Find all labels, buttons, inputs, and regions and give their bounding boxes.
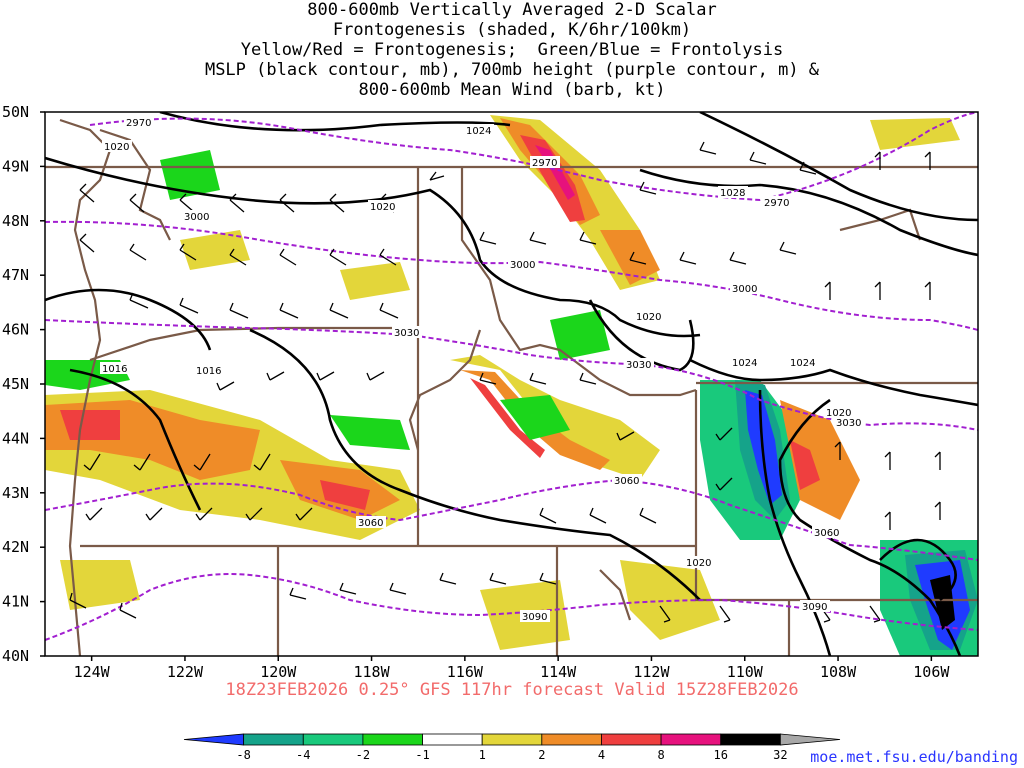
lat-tick-label: 41N bbox=[2, 593, 29, 611]
colorbar-swatch bbox=[660, 733, 722, 746]
height-label: 3060 bbox=[814, 528, 839, 539]
lat-tick-label: 46N bbox=[2, 321, 29, 339]
height-label: 3030 bbox=[394, 328, 419, 339]
height-label: 3030 bbox=[836, 418, 861, 429]
title-line-2: Frontogenesis (shaded, K/6hr/100km) bbox=[332, 20, 692, 40]
colorbar-label: 16 bbox=[714, 748, 728, 762]
lon-tick-label: 106W bbox=[913, 663, 950, 681]
colorbar-label: 4 bbox=[598, 748, 605, 762]
mslp-label: 1020 bbox=[370, 202, 395, 213]
lat-tick-label: 49N bbox=[2, 157, 29, 175]
lon-tick-label: 120W bbox=[260, 663, 297, 681]
title-line-3: Yellow/Red = Frontogenesis; Green/Blue =… bbox=[240, 40, 784, 60]
lon-tick-label: 110W bbox=[727, 663, 764, 681]
colorbar-swatch bbox=[541, 733, 602, 746]
lon-tick-label: 124W bbox=[74, 663, 111, 681]
colorbar-swatch bbox=[302, 733, 364, 746]
lon-tick-label: 108W bbox=[820, 663, 857, 681]
title-line-1: 800-600mb Vertically Averaged 2-D Scalar bbox=[307, 0, 717, 20]
colorbar-label: -4 bbox=[296, 748, 310, 762]
mslp-contours bbox=[45, 112, 978, 656]
mslp-label: 1016 bbox=[196, 366, 221, 377]
mslp-label: 1020 bbox=[636, 312, 661, 323]
title-line-5: 800-600mb Mean Wind (barb, kt) bbox=[358, 80, 666, 100]
lat-tick-label: 50N bbox=[2, 103, 29, 121]
lon-tick-label: 114W bbox=[540, 663, 577, 681]
wind-barbs bbox=[69, 141, 941, 623]
colorbar-swatch bbox=[183, 733, 245, 746]
height-label: 2970 bbox=[126, 118, 151, 129]
height-label: 3090 bbox=[802, 602, 827, 613]
mslp-label: 1020 bbox=[826, 408, 851, 419]
height-label: 2970 bbox=[532, 158, 557, 169]
height-label: 3000 bbox=[510, 260, 535, 271]
lat-tick-label: 42N bbox=[2, 538, 29, 556]
lat-tick-label: 43N bbox=[2, 484, 29, 502]
colorbar-swatch bbox=[779, 733, 841, 746]
colorbar-swatch bbox=[481, 733, 543, 746]
colorbar: -8 -4 -2 -1 1 2 4 8 16 32 bbox=[183, 733, 841, 762]
mslp-label: 1024 bbox=[732, 358, 757, 369]
colorbar-swatch bbox=[243, 733, 304, 746]
credit-link[interactable]: moe.met.fsu.edu/banding bbox=[810, 748, 1018, 766]
frontogenesis-shading bbox=[45, 115, 978, 656]
lon-tick-label: 122W bbox=[167, 663, 204, 681]
colorbar-label: 32 bbox=[773, 748, 787, 762]
lat-tick-label: 45N bbox=[2, 375, 29, 393]
lat-tick-label: 47N bbox=[2, 266, 29, 284]
title-block: 800-600mb Vertically Averaged 2-D Scalar… bbox=[0, 0, 1024, 100]
lon-tick-label: 116W bbox=[447, 663, 484, 681]
mslp-label: 1020 bbox=[686, 558, 711, 569]
colorbar-label: -8 bbox=[236, 748, 250, 762]
valid-time-text: 18Z23FEB2026 0.25° GFS 117hr forecast Va… bbox=[225, 680, 799, 700]
title-line-4: MSLP (black contour, mb), 700mb height (… bbox=[204, 60, 820, 80]
height-label: 3030 bbox=[626, 360, 651, 371]
colorbar-label: -2 bbox=[356, 748, 370, 762]
colorbar-label: 8 bbox=[657, 748, 664, 762]
lat-tick-label: 44N bbox=[2, 429, 29, 447]
mslp-label: 1020 bbox=[104, 142, 129, 153]
contour-labels: 1024 1020 1020 1016 1016 1028 1020 1024 … bbox=[100, 116, 864, 623]
plot-area: 1024 1020 1020 1016 1016 1028 1020 1024 … bbox=[45, 112, 978, 656]
mslp-label: 1024 bbox=[790, 358, 815, 369]
height-label: 3060 bbox=[614, 476, 639, 487]
lat-axis: 40N 41N 42N 43N 44N 45N 46N 47N 48N 49N 50N bbox=[2, 103, 45, 665]
colorbar-swatch bbox=[422, 733, 483, 746]
height-label: 3060 bbox=[358, 518, 383, 529]
lon-tick-label: 118W bbox=[353, 663, 390, 681]
colorbar-label: -1 bbox=[415, 748, 429, 762]
height-label: 3000 bbox=[732, 284, 757, 295]
mslp-label: 1028 bbox=[720, 188, 745, 199]
height-label: 2970 bbox=[764, 198, 789, 209]
lat-tick-label: 48N bbox=[2, 212, 29, 230]
colorbar-swatch bbox=[362, 733, 423, 746]
colorbar-swatch bbox=[720, 733, 781, 746]
height-label: 3000 bbox=[184, 212, 209, 223]
political-borders bbox=[45, 118, 978, 656]
lat-tick-label: 40N bbox=[2, 647, 29, 665]
colorbar-label: 1 bbox=[479, 748, 486, 762]
colorbar-swatch bbox=[601, 733, 662, 746]
mslp-label: 1016 bbox=[102, 364, 127, 375]
colorbar-label: 2 bbox=[538, 748, 545, 762]
lon-axis: 124W 122W 120W 118W 116W 114W 112W 110W 108W 106W bbox=[74, 656, 950, 681]
height-label: 3090 bbox=[522, 612, 547, 623]
lon-tick-label: 112W bbox=[633, 663, 670, 681]
mslp-label: 1024 bbox=[466, 126, 491, 137]
